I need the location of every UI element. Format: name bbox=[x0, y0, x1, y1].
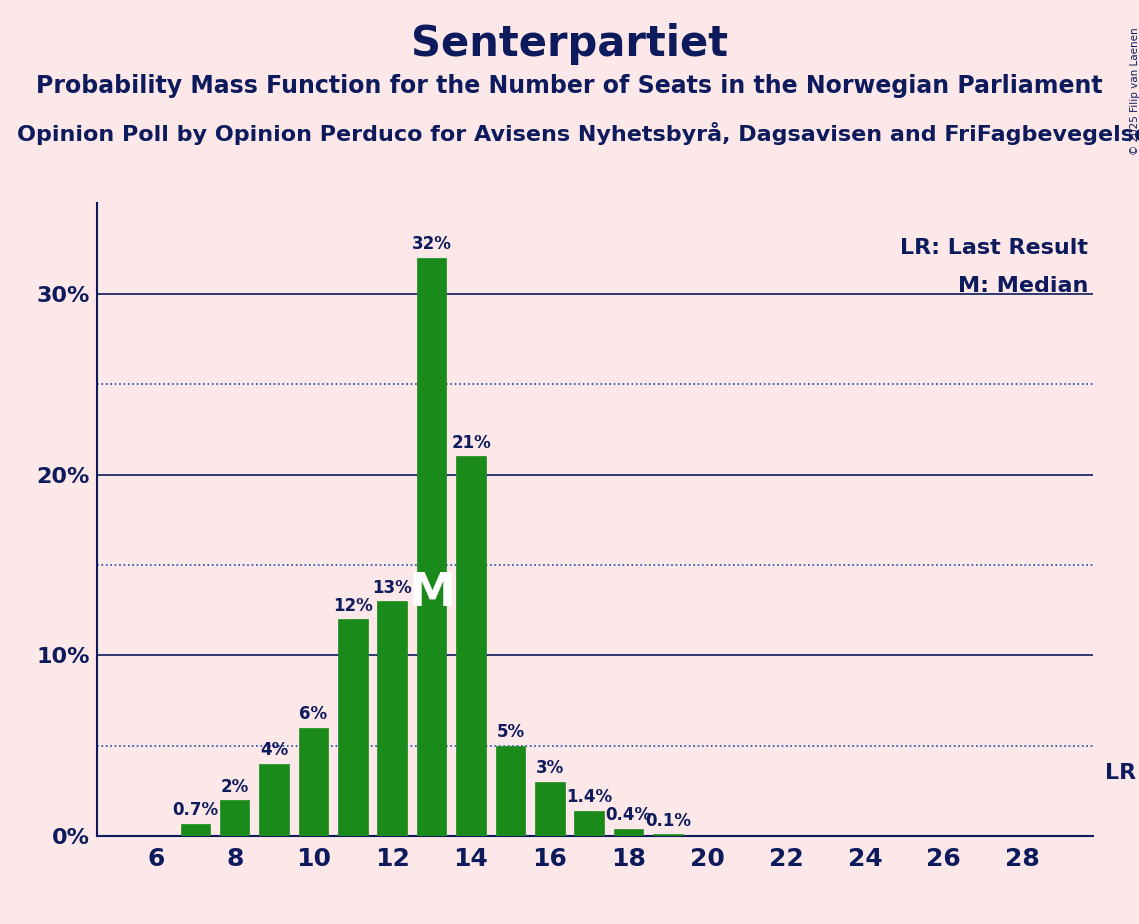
Text: © 2025 Filip van Laenen: © 2025 Filip van Laenen bbox=[1130, 28, 1139, 155]
Bar bbox=[654, 834, 682, 836]
Text: 0.4%: 0.4% bbox=[606, 807, 652, 824]
Text: Opinion Poll by Opinion Perduco for Avisens Nyhetsbyrå, Dagsavisen and FriFagbev: Opinion Poll by Opinion Perduco for Avis… bbox=[17, 122, 1139, 145]
Text: 13%: 13% bbox=[372, 578, 412, 597]
Text: 21%: 21% bbox=[451, 434, 491, 452]
Text: 5%: 5% bbox=[497, 723, 524, 741]
Text: 3%: 3% bbox=[535, 760, 564, 777]
Text: Senterpartiet: Senterpartiet bbox=[411, 23, 728, 65]
Bar bbox=[417, 258, 446, 836]
Text: M: M bbox=[408, 571, 456, 615]
Bar bbox=[338, 619, 368, 836]
Text: 0.1%: 0.1% bbox=[645, 812, 691, 830]
Bar bbox=[495, 746, 525, 836]
Text: LR: LR bbox=[1105, 763, 1137, 783]
Text: 4%: 4% bbox=[260, 741, 288, 760]
Bar bbox=[377, 602, 407, 836]
Text: LR: Last Result: LR: Last Result bbox=[901, 238, 1089, 258]
Text: 0.7%: 0.7% bbox=[172, 801, 219, 819]
Text: 12%: 12% bbox=[333, 597, 372, 614]
Bar bbox=[614, 829, 644, 836]
Text: 6%: 6% bbox=[300, 705, 328, 723]
Text: 32%: 32% bbox=[411, 235, 451, 253]
Text: M: Median: M: Median bbox=[958, 276, 1089, 296]
Bar bbox=[535, 782, 565, 836]
Text: 1.4%: 1.4% bbox=[566, 788, 613, 807]
Text: 2%: 2% bbox=[221, 777, 248, 796]
Text: Probability Mass Function for the Number of Seats in the Norwegian Parliament: Probability Mass Function for the Number… bbox=[36, 74, 1103, 98]
Bar bbox=[260, 764, 289, 836]
Bar bbox=[220, 800, 249, 836]
Bar bbox=[457, 456, 486, 836]
Bar bbox=[298, 728, 328, 836]
Bar bbox=[574, 811, 604, 836]
Bar bbox=[180, 823, 210, 836]
